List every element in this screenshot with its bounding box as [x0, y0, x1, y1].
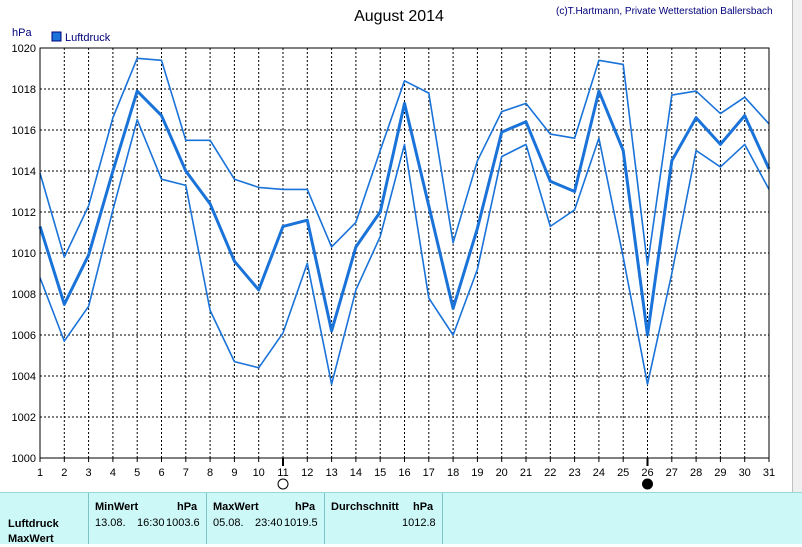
max-unit: hPa	[295, 501, 316, 513]
legend-label: Luftdruck	[65, 32, 111, 44]
x-tick-label: 1	[37, 467, 43, 479]
x-tick-label: 15	[374, 467, 386, 479]
plot-frame	[39, 47, 770, 459]
min-time: 16:30	[137, 517, 165, 529]
min-value: 1003.6	[166, 517, 200, 529]
x-tick-label: 17	[423, 467, 435, 479]
moon-phases	[277, 458, 653, 490]
x-tick-label: 28	[690, 467, 702, 479]
row-labels: Luftdruck MaxWert	[8, 517, 59, 547]
y-tick-label: 1018	[12, 84, 36, 96]
x-tick-label: 23	[568, 467, 580, 479]
x-tick-label: 21	[520, 467, 532, 479]
min-unit: hPa	[177, 501, 198, 513]
avg-value: 1012.8	[402, 517, 436, 529]
moon-full-icon	[277, 478, 289, 490]
chart-credit: (c)T.Hartmann, Private Wetterstation Bal…	[556, 6, 773, 17]
x-tick-label: 16	[398, 467, 410, 479]
y-tick-label: 1004	[12, 371, 36, 383]
x-tick-label: 2	[61, 467, 67, 479]
x-tick-label: 13	[325, 467, 337, 479]
y-tick-label: 1006	[12, 330, 36, 342]
min-group: MinWert hPa 13.08. 16:30 1003.6	[88, 493, 205, 544]
stats-divider	[442, 493, 444, 544]
x-tick-label: 5	[134, 467, 140, 479]
x-tick-label: 29	[714, 467, 726, 479]
row-label-luftdruck: Luftdruck	[8, 518, 59, 530]
x-tick-label: 4	[110, 467, 116, 479]
x-tick-label: 27	[666, 467, 678, 479]
x-tick-label: 14	[350, 467, 362, 479]
y-axis-unit: hPa	[12, 27, 32, 39]
x-tick-label: 12	[301, 467, 313, 479]
x-tick-label: 9	[231, 467, 237, 479]
y-tick-label: 1014	[12, 166, 36, 178]
x-tick-label: 10	[253, 467, 265, 479]
x-tick-label: 6	[158, 467, 164, 479]
stats-panel: Luftdruck MaxWert MinWert hPa 13.08. 16:…	[0, 492, 802, 547]
series-lines	[38, 57, 771, 386]
x-axis-ticks: 1 2 3 4 5 6 7 8 9 10 11 12 13 14 15 16 17 18 19 20 21 22 23 24 2…	[37, 458, 775, 479]
x-tick-label: 31	[763, 467, 775, 479]
max-date: 05.08.	[213, 517, 244, 529]
x-tick-label: 19	[471, 467, 483, 479]
row-label-maxwert: MaxWert	[8, 533, 54, 545]
x-tick-label: 3	[86, 467, 92, 479]
series-line-max	[39, 57, 770, 267]
x-tick-label: 30	[739, 467, 751, 479]
min-date: 13.08.	[95, 517, 126, 529]
x-tick-label: 26	[641, 467, 653, 479]
x-tick-label: 18	[447, 467, 459, 479]
max-value: 1019.5	[284, 517, 318, 529]
chart-title: August 2014	[354, 8, 444, 25]
legend-swatch	[51, 31, 62, 42]
series-line-mean	[38, 89, 771, 337]
x-tick-label: 20	[496, 467, 508, 479]
max-header: MaxWert	[213, 501, 259, 513]
y-tick-label: 1020	[12, 43, 36, 55]
y-tick-label: 1012	[12, 207, 36, 219]
y-tick-label: 1002	[12, 412, 36, 424]
avg-group: Durchschnitt hPa 1012.8	[324, 493, 441, 544]
vertical-scrollbar[interactable]	[792, 0, 802, 492]
avg-unit: hPa	[413, 501, 434, 513]
series-line-min	[39, 119, 770, 386]
grid	[40, 48, 769, 458]
pressure-chart: August 2014 (c)T.Hartmann, Private Wette…	[12, 6, 775, 490]
moon-new-icon	[642, 478, 653, 490]
x-tick-label: 24	[593, 467, 605, 479]
x-tick-label: 8	[207, 467, 213, 479]
y-tick-label: 1016	[12, 125, 36, 137]
x-tick-label: 11	[277, 467, 288, 479]
y-tick-label: 1010	[12, 248, 36, 260]
min-header: MinWert	[95, 501, 139, 513]
y-tick-label: 1008	[12, 289, 36, 301]
x-tick-label: 7	[183, 467, 189, 479]
x-tick-label: 22	[544, 467, 556, 479]
max-group: MaxWert hPa 05.08. 23:40 1019.5	[206, 493, 323, 544]
x-tick-label: 25	[617, 467, 629, 479]
y-axis-ticks: 1000 1002 1004 1006 1008 1010 1012 1014 1016 1018…	[12, 43, 36, 465]
avg-header: Durchschnitt	[331, 501, 399, 513]
max-time: 23:40	[255, 517, 283, 529]
y-tick-label: 1000	[12, 453, 36, 465]
